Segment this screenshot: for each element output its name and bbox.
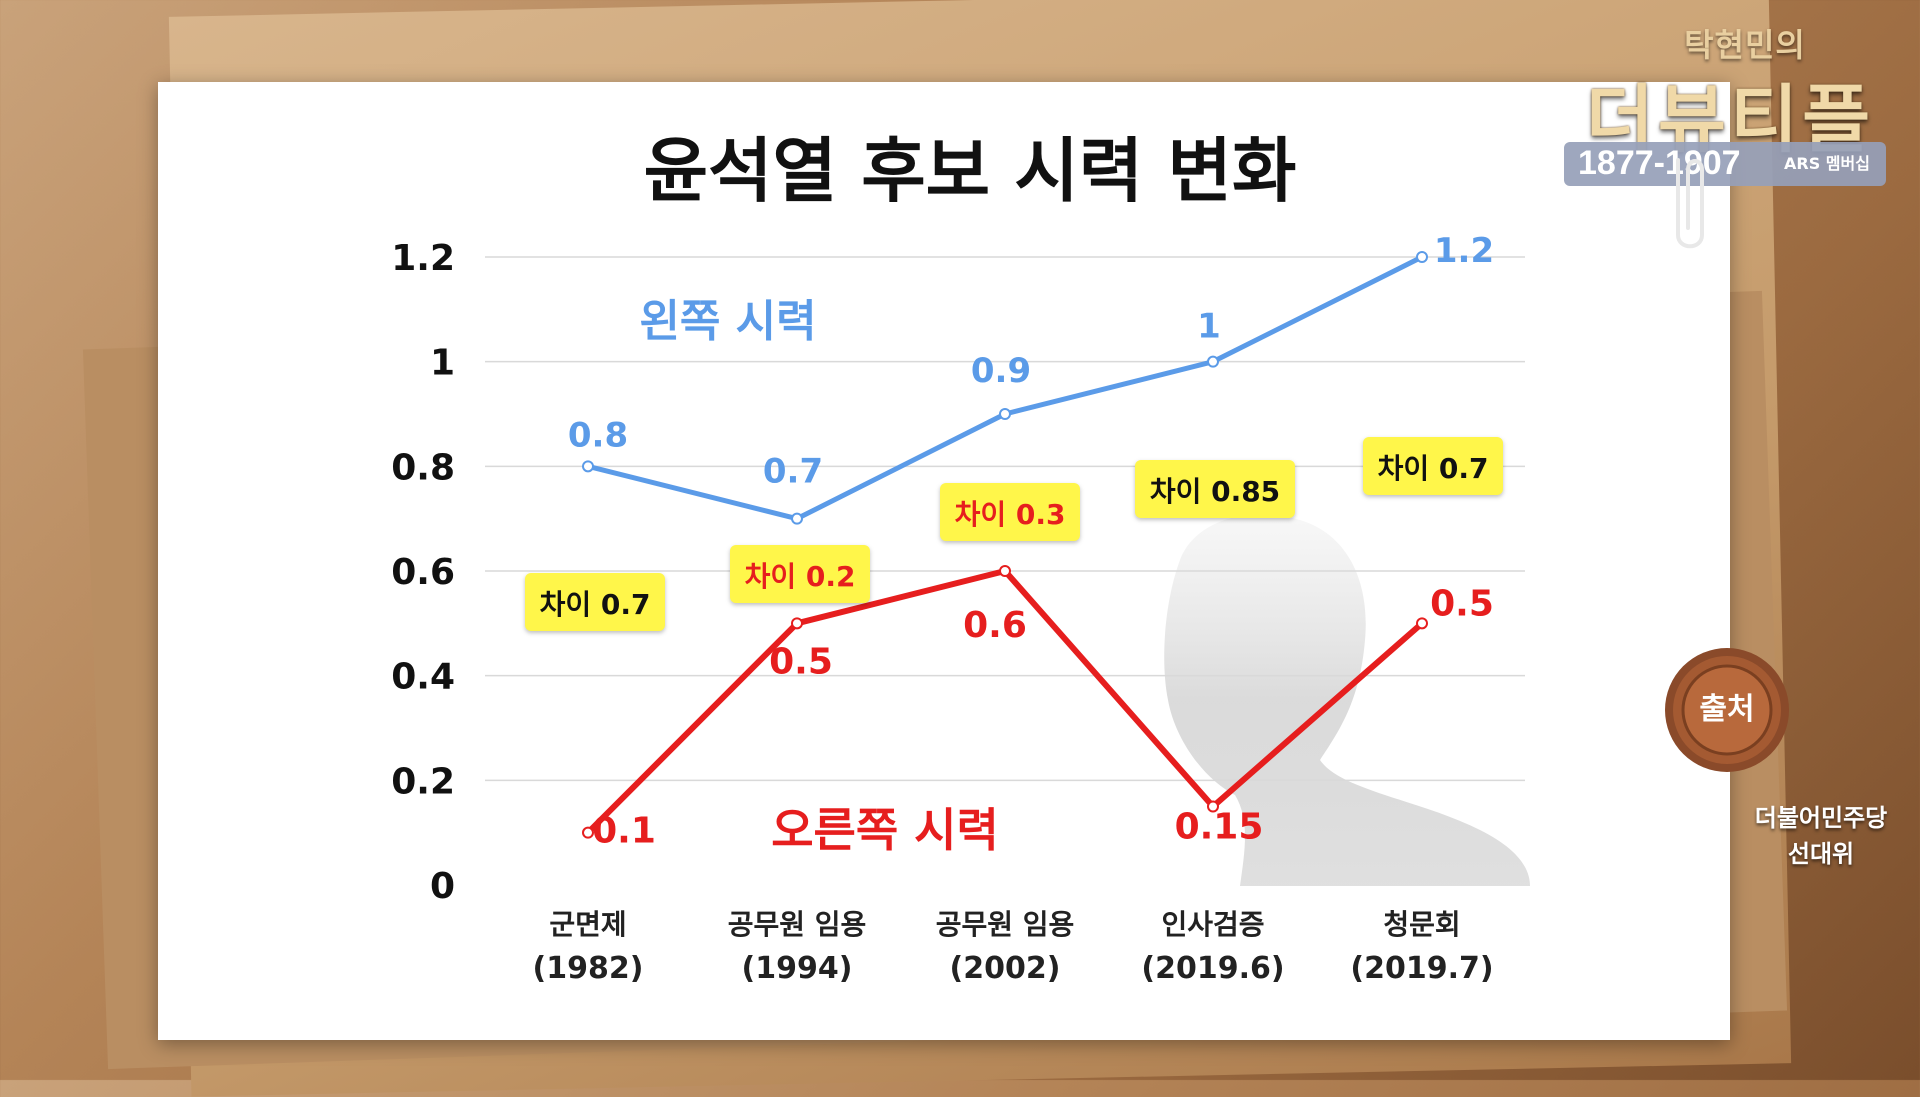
chart-title: 윤석열 후보 시력 변화: [644, 130, 1297, 212]
x-tick-label: 군면제: [549, 908, 626, 941]
paperclip-icon: [1676, 158, 1704, 249]
data-label: 0.9: [971, 351, 1031, 391]
show-logo: 탁현민의 더뷰티플 1877-1907 ARS 멤버십: [1560, 20, 1900, 200]
x-tick-label: (1994): [742, 951, 853, 986]
ars-label: ARS 멤버십: [1784, 154, 1870, 173]
y-tick-label: 1.2: [391, 238, 455, 279]
difference-callout-box: [525, 573, 665, 631]
phone-number: 1877-1907: [1578, 144, 1741, 182]
y-tick-label: 0.2: [391, 761, 455, 802]
y-tick-label: 0.8: [391, 447, 455, 488]
data-label: 0.8: [568, 415, 628, 455]
x-tick-label: 청문회: [1383, 908, 1460, 941]
difference-callout-label: 차이 0.7: [1378, 452, 1489, 485]
x-tick-label: 인사검증: [1161, 908, 1264, 941]
difference-callout-box: [1135, 460, 1295, 518]
x-tick-label: 공무원 임용: [728, 908, 867, 941]
difference-callout-label: 차이 0.3: [955, 498, 1066, 531]
data-point: [999, 408, 1011, 420]
data-point: [999, 565, 1011, 577]
data-label: 0.15: [1175, 807, 1264, 848]
data-point: [1207, 355, 1219, 368]
portrait-silhouette: [1164, 514, 1530, 886]
source-seal: 출처: [1662, 645, 1792, 775]
y-tick-label: 0.4: [391, 657, 455, 698]
difference-callout-box: [1363, 437, 1503, 495]
y-tick-label: 0: [430, 866, 455, 907]
data-label: 0.1: [592, 811, 656, 852]
x-tick-label: (1982): [533, 951, 644, 986]
difference-callout-box: [730, 545, 870, 603]
data-label: 0.7: [763, 452, 823, 492]
source-line-1: 더불어민주당: [1754, 804, 1888, 832]
host-name: 탁현민의: [1684, 26, 1806, 64]
data-point: [1416, 251, 1428, 263]
data-point: [582, 460, 594, 473]
data-label: 1: [1197, 307, 1221, 347]
difference-callout-label: 차이 0.2: [745, 560, 856, 593]
data-label: 1.2: [1434, 231, 1494, 271]
y-tick-label: 1: [430, 343, 455, 384]
difference-callout-label: 차이 0.85: [1150, 475, 1280, 508]
data-label: 0.5: [769, 641, 833, 682]
data-point: [1416, 617, 1428, 630]
phone-bar: 1877-1907 ARS 멤버십: [1564, 142, 1886, 186]
x-tick-label: (2002): [950, 951, 1061, 986]
source-text: 더불어민주당 선대위: [1738, 800, 1904, 872]
x-tick-label: 공무원 임용: [936, 908, 1075, 941]
legend-left-vision: 왼쪽 시력: [639, 296, 816, 347]
legend-right-vision: 오른쪽 시력: [771, 803, 999, 857]
difference-callout-label: 차이 0.7: [540, 588, 651, 621]
seal-label: 출처: [1699, 692, 1755, 727]
data-label: 0.6: [963, 605, 1027, 646]
data-point: [791, 512, 803, 525]
data-label: 0.5: [1430, 583, 1494, 624]
y-tick-label: 0.6: [391, 552, 455, 593]
difference-callout-box: [940, 483, 1080, 541]
source-line-2: 선대위: [1787, 840, 1855, 868]
data-point: [1207, 800, 1219, 813]
data-point: [791, 617, 803, 630]
data-point: [582, 826, 594, 839]
x-tick-label: (2019.7): [1350, 951, 1493, 986]
wax-seal-icon: [1665, 648, 1789, 772]
x-tick-label: (2019.6): [1141, 951, 1284, 986]
